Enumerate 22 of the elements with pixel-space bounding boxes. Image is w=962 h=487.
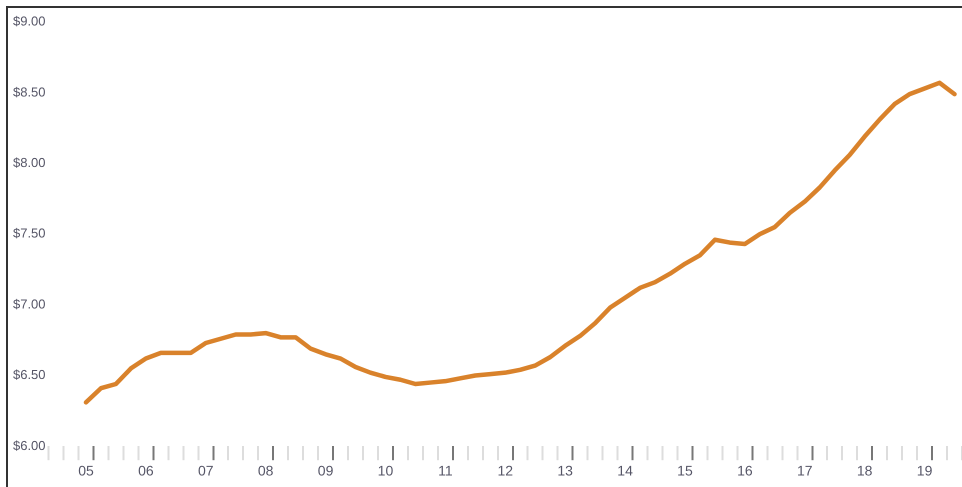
x-tick-label: 12 — [497, 462, 514, 478]
y-tick-label: $7.00 — [12, 296, 46, 312]
x-tick-label: 08 — [258, 462, 274, 478]
y-tick-label: $6.50 — [12, 367, 46, 382]
x-tick-label: 11 — [438, 462, 453, 478]
y-tick-label: $8.00 — [12, 154, 46, 170]
x-tick-label: 09 — [318, 462, 334, 478]
x-tick-label: 16 — [737, 462, 753, 478]
x-tick-label: 14 — [617, 462, 634, 478]
x-tick-label: 19 — [916, 462, 933, 478]
y-tick-label: $7.50 — [12, 226, 46, 241]
y-tick-label: $6.00 — [12, 438, 46, 453]
x-tick-label: 15 — [677, 462, 693, 478]
y-tick-label: $9.00 — [12, 14, 46, 29]
y-tick-label: $8.50 — [12, 84, 46, 100]
x-tick-label: 17 — [796, 462, 813, 478]
x-tick-label: 18 — [856, 462, 873, 478]
x-tick-label: 07 — [198, 462, 214, 478]
x-tick-label: 13 — [557, 462, 574, 478]
x-tick-label: 10 — [378, 462, 394, 478]
x-tick-label: 06 — [138, 462, 154, 478]
x-tick-label: 05 — [78, 462, 94, 478]
